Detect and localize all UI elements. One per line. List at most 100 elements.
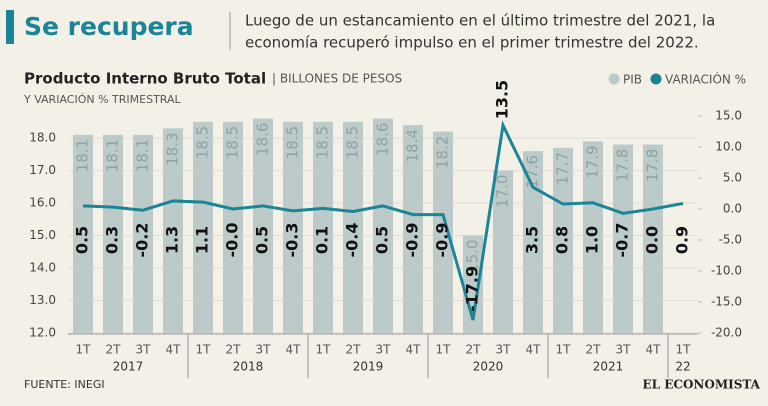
bar xyxy=(313,121,333,333)
legend-label: VARIACIÓN % xyxy=(665,72,746,87)
x-year-label: 2018 xyxy=(233,360,264,374)
x-year-label: 2021 xyxy=(593,360,624,374)
line-label: -0.9 xyxy=(403,223,422,258)
x-tick-label: 2T xyxy=(466,343,482,357)
y-tick-label: 16.0 xyxy=(29,196,56,210)
line-label: -0.0 xyxy=(223,223,242,258)
x-tick-label: 1T xyxy=(436,343,452,357)
bar-label: 18.5 xyxy=(284,126,302,159)
bar xyxy=(163,128,183,333)
y-tick-label: 18.0 xyxy=(29,131,56,145)
bar-label: 17.7 xyxy=(554,152,572,185)
line-label: 3.5 xyxy=(523,226,542,254)
legend-marker xyxy=(608,73,620,85)
bar-label: 18.2 xyxy=(434,136,452,169)
bar xyxy=(583,141,603,333)
line-label: 0.5 xyxy=(253,226,272,254)
bar xyxy=(643,144,663,333)
line xyxy=(82,120,684,321)
bar-label: 18.6 xyxy=(254,123,272,156)
x-tick-label: 3T xyxy=(376,343,392,357)
line-label: 0.8 xyxy=(553,226,572,254)
x-tick-label: 4T xyxy=(166,343,182,357)
x-year-label: 22 xyxy=(675,360,690,374)
chart-units: | BILLONES DE PESOS xyxy=(272,72,402,86)
x-tick-label: 1T xyxy=(196,343,212,357)
y2-tick-label: 0.0 xyxy=(723,202,742,216)
x-tick-label: 4T xyxy=(526,343,542,357)
bar xyxy=(133,134,153,333)
x-tick-label: 1T xyxy=(76,343,92,357)
line-label: -0.2 xyxy=(133,223,152,258)
bar-label: 18.6 xyxy=(374,123,392,156)
line-label: 13.5 xyxy=(493,80,512,119)
source: FUENTE: INEGI xyxy=(24,378,105,391)
bar-label: 18.5 xyxy=(194,126,212,159)
line-label: -0.7 xyxy=(613,223,632,258)
header-bar xyxy=(6,10,14,44)
bar xyxy=(223,121,243,333)
line-label: 0.5 xyxy=(73,226,92,254)
y2-tick-label: -10.0 xyxy=(711,264,742,278)
header-text: Luego de un estancamiento en el último t… xyxy=(245,12,715,30)
line-label: 1.1 xyxy=(193,226,212,254)
bar-label: 17.9 xyxy=(584,145,602,178)
x-tick-label: 2T xyxy=(226,343,242,357)
x-tick-label: 3T xyxy=(256,343,272,357)
y2-tick-label: -15.0 xyxy=(711,295,742,309)
bar-label: 18.5 xyxy=(344,126,362,159)
line-label: 0.5 xyxy=(373,226,392,254)
bar-label: 18.1 xyxy=(104,139,122,172)
bar-label: 15.0 xyxy=(464,240,482,273)
x-tick-label: 3T xyxy=(616,343,632,357)
x-tick-label: 2T xyxy=(586,343,602,357)
bar xyxy=(73,134,93,333)
y-tick-label: 14.0 xyxy=(29,261,56,275)
bar-label: 17.8 xyxy=(644,149,662,182)
x-tick-label: 4T xyxy=(646,343,662,357)
header-text: economía recuperó impulso en el primer t… xyxy=(245,34,699,52)
bar-label: 18.5 xyxy=(314,126,332,159)
bar-label: 17.0 xyxy=(494,175,512,208)
x-year-label: 2017 xyxy=(113,360,144,374)
y2-tick-label: 10.0 xyxy=(715,140,742,154)
bar xyxy=(103,134,123,333)
legend-marker xyxy=(650,73,662,85)
bar-label: 17.8 xyxy=(614,149,632,182)
x-tick-label: 4T xyxy=(286,343,302,357)
brand: EL ECONOMISTA xyxy=(643,378,761,392)
x-tick-label: 2T xyxy=(346,343,362,357)
y2-tick-label: -5.0 xyxy=(719,233,742,247)
bar-label: 18.4 xyxy=(404,129,422,162)
bar xyxy=(403,125,423,333)
x-tick-label: 1T xyxy=(676,343,692,357)
y-tick-label: 12.0 xyxy=(29,326,56,340)
x-tick-label: 4T xyxy=(406,343,422,357)
line-label: -0.3 xyxy=(283,223,302,258)
y-tick-label: 13.0 xyxy=(29,293,56,307)
bar xyxy=(613,144,633,333)
line-label: 0.0 xyxy=(643,226,662,254)
bar xyxy=(433,131,453,333)
bar xyxy=(463,235,483,333)
bar-label: 18.5 xyxy=(224,126,242,159)
x-tick-label: 3T xyxy=(136,343,152,357)
bar xyxy=(253,118,273,333)
x-tick-label: 3T xyxy=(496,343,512,357)
line-label: -0.4 xyxy=(343,223,362,258)
bar xyxy=(193,121,213,333)
chart-title: Producto Interno Bruto Total xyxy=(24,70,266,88)
bar-label: 18.3 xyxy=(164,132,182,165)
bar xyxy=(493,170,513,333)
y-tick-label: 17.0 xyxy=(29,163,56,177)
y2-tick-label: 5.0 xyxy=(723,171,742,185)
legend-label: PIB xyxy=(623,73,642,87)
bar xyxy=(553,147,573,333)
x-tick-label: 1T xyxy=(316,343,332,357)
y2-tick-label: -20.0 xyxy=(711,326,742,340)
line-label: 0.1 xyxy=(313,226,332,254)
bar xyxy=(343,121,363,333)
x-tick-label: 2T xyxy=(106,343,122,357)
bar xyxy=(283,121,303,333)
